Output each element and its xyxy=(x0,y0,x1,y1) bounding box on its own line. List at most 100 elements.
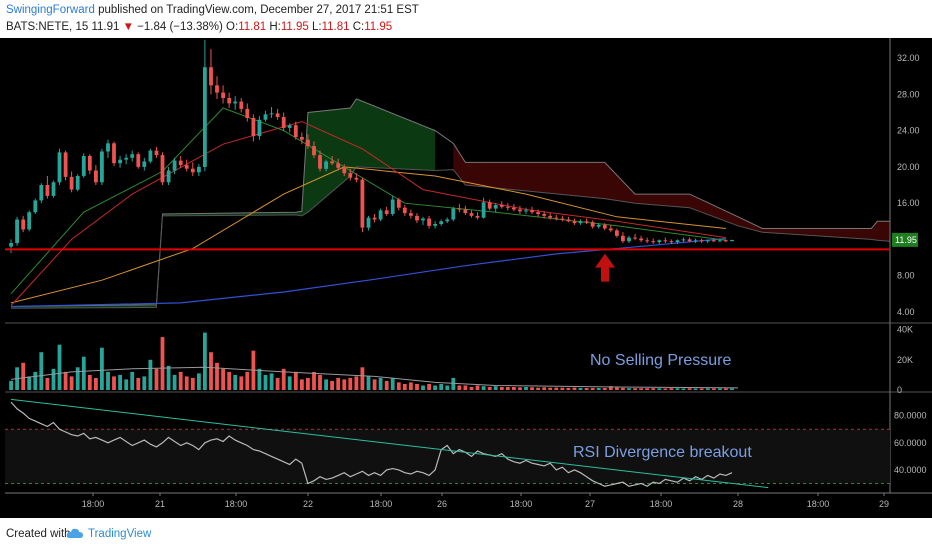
candle-body xyxy=(427,218,431,226)
candle-body xyxy=(390,199,395,214)
volume-bar xyxy=(584,388,589,390)
candle-body xyxy=(275,113,280,117)
candle-body xyxy=(421,218,425,221)
volume-bar xyxy=(433,385,437,390)
volume-bar xyxy=(94,377,98,390)
volume-bar xyxy=(221,368,225,390)
rsi-tick-label: 40.0000 xyxy=(894,465,927,475)
price-tick-label: 32.00 xyxy=(897,53,920,63)
candle-body xyxy=(63,152,68,177)
candle-body xyxy=(336,163,341,168)
candle-body xyxy=(300,137,304,140)
volume-bar xyxy=(160,337,165,390)
last-price: 11.91 xyxy=(91,21,120,33)
volume-bar xyxy=(578,387,583,390)
candle-body xyxy=(172,160,177,171)
candle-body xyxy=(615,230,619,236)
price-tick-label: 28.00 xyxy=(897,89,920,99)
volume-bar xyxy=(699,388,704,390)
last-price-label: 11.95 xyxy=(895,235,917,245)
volume-bar xyxy=(39,352,44,390)
candle-body xyxy=(505,206,510,208)
time-tick-label: 21 xyxy=(155,499,165,509)
close-label: C: xyxy=(352,21,365,33)
volume-bar xyxy=(724,388,728,390)
volume-bar xyxy=(590,387,595,390)
volume-bar xyxy=(542,387,547,390)
created-with-text: Created with xyxy=(6,528,71,540)
candle-body xyxy=(711,240,716,242)
volume-bar xyxy=(178,371,183,390)
volume-bar xyxy=(548,387,553,390)
volume-bar xyxy=(633,388,637,390)
candle-body xyxy=(360,179,365,228)
time-tick-label: 26 xyxy=(437,499,447,509)
volume-bar xyxy=(27,376,32,390)
chart-canvas[interactable]: 32.00 28.00 24.00 20.00 16.00 8.00 4.00 11.95 40… xyxy=(0,38,932,518)
chart-area[interactable]: 32.00 28.00 24.00 20.00 16.00 8.00 4.00 11.95 40… xyxy=(0,38,932,518)
candle-body xyxy=(699,240,704,242)
volume-annotation: No Selling Pressure xyxy=(590,352,732,369)
candle-body xyxy=(293,125,298,137)
tradingview-link[interactable]: TradingView xyxy=(88,528,152,540)
volume-bar xyxy=(136,377,141,390)
volume-bar xyxy=(81,356,86,390)
candle-body xyxy=(221,92,225,98)
time-tick-label: 18:00 xyxy=(650,499,673,509)
candle-body xyxy=(197,166,201,173)
candle-body xyxy=(439,221,444,224)
candle-body xyxy=(148,150,153,162)
symbol-line: BATS:NETE, 15 11.91 ▼ −1.84 (−13.38%) O:… xyxy=(6,21,392,33)
volume-bar xyxy=(427,384,431,390)
candle-body xyxy=(94,170,98,183)
volume-bar xyxy=(324,379,328,390)
low-label: L: xyxy=(311,21,322,33)
candle-body xyxy=(372,217,377,220)
volume-bar xyxy=(306,377,310,390)
candle-body xyxy=(512,207,516,210)
candle-body xyxy=(57,152,62,183)
candle-body xyxy=(27,212,32,230)
volume-bar xyxy=(402,384,407,390)
volume-bar xyxy=(566,387,571,390)
volume-bar xyxy=(621,387,625,390)
candle-body xyxy=(118,159,122,164)
time-tick-label: 18:00 xyxy=(370,499,393,509)
candle-body xyxy=(433,224,437,226)
last-price-badge xyxy=(892,232,918,247)
candle-body xyxy=(675,240,680,243)
candle-body xyxy=(209,67,213,86)
volume-bar xyxy=(524,387,528,390)
volume-tick-label: 40K xyxy=(897,325,913,335)
high-value: 11.95 xyxy=(280,21,309,33)
candle-body xyxy=(251,118,256,137)
candle-body xyxy=(499,205,504,207)
volume-bar xyxy=(451,377,456,390)
author-link[interactable]: SwingingForward xyxy=(6,4,95,16)
candle-body xyxy=(39,185,44,201)
candle-body xyxy=(263,114,268,120)
candle-body xyxy=(584,221,589,223)
candle-body xyxy=(69,176,74,190)
candle-body xyxy=(330,161,334,164)
bullish-cloud xyxy=(11,98,436,309)
candle-body xyxy=(227,98,232,104)
candle-body xyxy=(645,240,650,242)
candle-body xyxy=(536,212,540,214)
volume-bar xyxy=(505,387,510,390)
candle-body xyxy=(136,154,141,167)
volume-bar xyxy=(615,387,619,390)
down-arrow-icon: ▼ xyxy=(122,21,134,33)
volume-bar xyxy=(657,388,662,390)
close-value: 11.95 xyxy=(364,21,393,33)
candle-body xyxy=(633,237,637,239)
candle-body xyxy=(402,207,407,214)
volume-bar xyxy=(263,374,268,390)
candle-body xyxy=(608,228,613,231)
candle-body xyxy=(312,146,316,156)
candle-body xyxy=(366,217,371,228)
volume-bar xyxy=(596,388,601,390)
volume-bar xyxy=(275,377,280,390)
volume-bar xyxy=(257,368,262,390)
volume-bar xyxy=(51,368,56,390)
